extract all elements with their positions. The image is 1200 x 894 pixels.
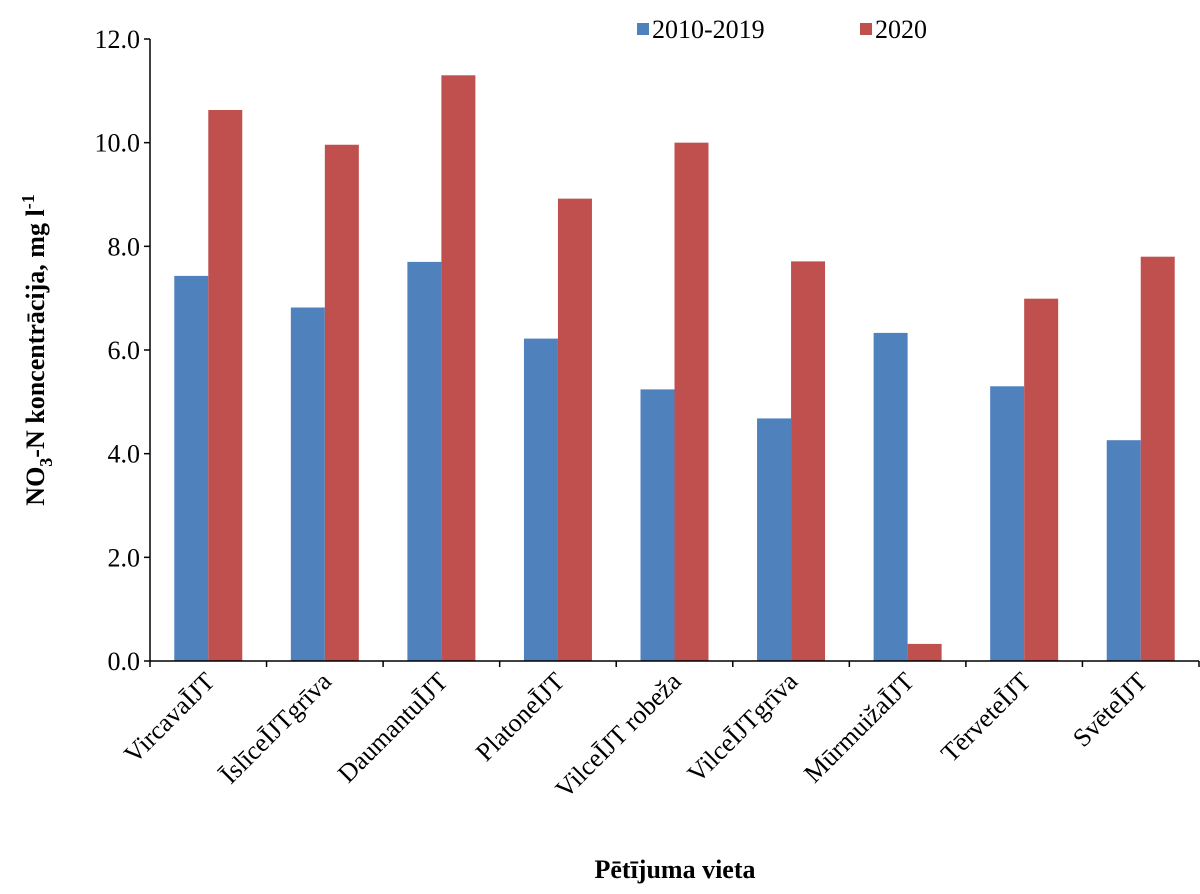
legend-label: 2020 xyxy=(875,15,927,44)
y-tick-label: 10.0 xyxy=(95,129,141,158)
bar xyxy=(407,261,442,661)
bar xyxy=(1140,256,1175,661)
legend-swatch xyxy=(637,23,649,35)
y-title-sub: 3 xyxy=(36,458,56,467)
x-tick-label: VircavaĪJT xyxy=(118,667,220,769)
x-tick-label: DaumantuĪJT xyxy=(332,667,454,789)
y-title-part: -N koncentrācija, mg l xyxy=(21,209,50,457)
y-tick-label: 0.0 xyxy=(108,647,141,676)
bar xyxy=(1024,298,1059,661)
bar xyxy=(873,332,908,661)
y-tick-label: 6.0 xyxy=(108,336,141,365)
legend-swatch xyxy=(860,23,872,35)
y-axis-title: NO3-N koncentrācija, mg l-1 xyxy=(18,194,56,505)
x-tick-label: ĪslīceĪJTgrīva xyxy=(214,666,337,789)
bar xyxy=(557,198,592,661)
legend-label: 2010-2019 xyxy=(652,15,765,44)
x-tick-label: VilceĪJT robeža xyxy=(550,666,687,803)
x-axis-title: Pētījuma vieta xyxy=(594,855,755,884)
bar xyxy=(1106,440,1141,661)
x-tick-label: VilceĪJTgrīva xyxy=(682,666,804,788)
x-tick-label: MūrmuižaĪJT xyxy=(798,667,920,789)
bar xyxy=(990,386,1025,661)
bar xyxy=(290,307,325,661)
y-tick-label: 12.0 xyxy=(95,25,141,54)
bar xyxy=(907,643,942,661)
bar xyxy=(791,261,826,661)
bar xyxy=(640,389,675,661)
bar xyxy=(674,142,709,661)
y-tick-label: 8.0 xyxy=(108,232,141,261)
bar xyxy=(757,418,792,661)
bar xyxy=(324,144,359,662)
y-tick-label: 4.0 xyxy=(108,440,141,469)
bar xyxy=(208,110,243,662)
bar xyxy=(523,338,558,661)
x-tick-label: PlatoneĪJT xyxy=(470,667,570,767)
x-tick-label: TērveteĪJT xyxy=(935,667,1036,768)
bar xyxy=(174,275,209,661)
bar xyxy=(441,75,476,662)
y-title-part: NO xyxy=(21,467,50,506)
y-tick-label: 2.0 xyxy=(108,543,141,572)
y-title-sup: -1 xyxy=(18,194,38,209)
x-tick-label: SvēteĪJT xyxy=(1067,667,1153,753)
